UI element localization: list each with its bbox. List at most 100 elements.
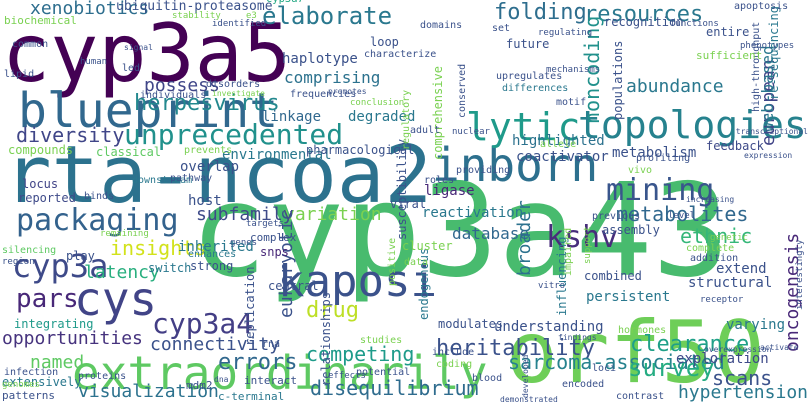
word-cloud-term: investigate (212, 89, 265, 98)
word-cloud-term: dna (214, 375, 229, 384)
word-cloud-term: demonstrated (500, 395, 558, 404)
word-cloud-term: e3 (246, 11, 257, 21)
word-cloud-term: downstream (132, 175, 193, 186)
word-cloud-term: profiling (636, 153, 691, 164)
word-cloud-term: drug (306, 298, 359, 323)
word-cloud-term: compounds (8, 143, 74, 157)
word-cloud-term: environmental (222, 147, 332, 163)
word-cloud-term: remaining (100, 229, 149, 239)
word-cloud-term: integrating (14, 317, 94, 331)
word-cloud-term: future (506, 37, 550, 51)
word-cloud-term: rta-ncoa2 (4, 129, 433, 221)
word-cloud-term: topologies (578, 103, 807, 147)
word-cloud-term: sarcoma-associated (508, 350, 725, 374)
word-cloud-term: cyp3a43 (190, 157, 730, 306)
word-cloud-term: metabolism (612, 145, 697, 161)
word-cloud-term: locus (22, 177, 59, 191)
word-cloud-term: inherited (178, 239, 254, 255)
word-cloud-term: subfamily (196, 204, 294, 225)
word-cloud-term: hypertension (677, 382, 808, 403)
word-cloud-term: findings (558, 333, 597, 342)
word-cloud-term: targets (246, 219, 284, 229)
word-cloud-term: mechanisms (546, 65, 601, 75)
word-cloud-term: linkage (262, 109, 322, 125)
word-cloud-term: pharmacological (306, 143, 415, 157)
word-cloud-term: elaborate (262, 2, 393, 30)
word-cloud-term: highlighted (512, 133, 605, 149)
word-cloud-term: snps (260, 245, 289, 259)
word-cloud-term: errors (218, 350, 298, 375)
word-cloud-term: loop (370, 35, 399, 49)
word-cloud-term: proteins (78, 371, 127, 382)
word-cloud-term: disequilibrium (310, 376, 479, 400)
word-cloud-term: kaposi (278, 256, 437, 307)
word-cloud-term: regulating (538, 28, 593, 38)
word-cloud-term: activate (760, 343, 799, 352)
word-cloud-term: persistent (586, 289, 671, 305)
word-cloud-term: signal (124, 43, 153, 52)
word-cloud-term: extensively (2, 375, 82, 389)
word-cloud-term: cyp3a4 (152, 307, 254, 340)
word-cloud-term: packaging (16, 203, 179, 238)
word-cloud-term: enhances (188, 249, 237, 260)
word-cloud-term: blueprint (18, 83, 279, 139)
word-cloud-term: ubiquitin-proteasome (116, 0, 273, 14)
word-cloud-term: viral (390, 197, 427, 211)
word-cloud-term: strong (190, 259, 234, 273)
word-cloud-term: entire (706, 25, 750, 39)
word-cloud-term: impaired (563, 227, 574, 276)
word-cloud-term: overexpression (704, 345, 772, 354)
word-cloud-term: stability (172, 11, 221, 21)
word-cloud-term: level (668, 211, 696, 221)
word-cloud-term: studies (360, 335, 403, 346)
word-cloud-term: exploration (676, 351, 769, 367)
word-cloud-term: genomes (2, 380, 40, 390)
word-cloud-term: allele (540, 139, 577, 150)
word-cloud-term: abundance (626, 76, 724, 97)
word-cloud-term: scans (712, 366, 773, 390)
word-cloud-term: disorders (206, 79, 261, 90)
word-cloud-term: central (268, 279, 319, 293)
word-cloud-term: phenotypes (740, 41, 795, 51)
word-cloud-term: variation (284, 204, 382, 225)
word-cloud-term: vitro (538, 281, 566, 291)
word-cloud-term: visualization (78, 381, 219, 402)
word-cloud-term: ethnic (680, 224, 753, 248)
word-cloud-term: data (404, 257, 429, 268)
word-cloud-term: heritability (436, 336, 595, 361)
word-cloud-term: functions (670, 19, 719, 29)
word-cloud-term: motif (556, 97, 587, 108)
word-cloud-term: loci (592, 363, 617, 374)
word-cloud-term: folding (494, 0, 587, 25)
word-cloud-term: susceptibility (395, 138, 409, 240)
word-cloud-term: genetic (710, 233, 748, 243)
word-cloud-term: promotes (328, 87, 367, 96)
word-cloud-term: herpesvirus (134, 91, 280, 116)
word-cloud-term: extend (716, 261, 767, 277)
word-cloud-term: pathway (170, 173, 213, 184)
word-cloud-term: hormones (618, 325, 667, 336)
word-cloud-term: upregulates (496, 71, 563, 82)
word-cloud-term: previous (592, 211, 641, 222)
word-cloud-term: cyp3a5 (2, 7, 291, 100)
word-cloud-term: set (492, 23, 511, 34)
word-cloud-term: patterns (2, 389, 55, 402)
word-cloud-term: combined (584, 269, 642, 283)
word-cloud-term: apoptosis (734, 1, 789, 12)
word-cloud-term: c-terminal (218, 390, 285, 403)
word-cloud-term: complete (686, 243, 735, 254)
word-cloud-term: assembly (602, 223, 660, 237)
word-cloud-term: overlap (180, 159, 240, 175)
word-cloud-term: interestingly (795, 239, 805, 310)
word-cloud-term: comprehensive (431, 66, 445, 160)
word-cloud-term: cyp3a (12, 247, 109, 285)
word-cloud-term: regulatory (401, 89, 412, 150)
word-cloud-term: transcriptional (735, 127, 808, 136)
word-cloud-term: mining (606, 173, 715, 208)
word-cloud-term: cys (74, 272, 158, 326)
word-cloud-term: sufficient (696, 49, 763, 62)
word-cloud-term: orf50 (506, 303, 765, 403)
word-cloud-term: human (80, 57, 108, 67)
word-cloud-term: understanding (494, 319, 604, 335)
